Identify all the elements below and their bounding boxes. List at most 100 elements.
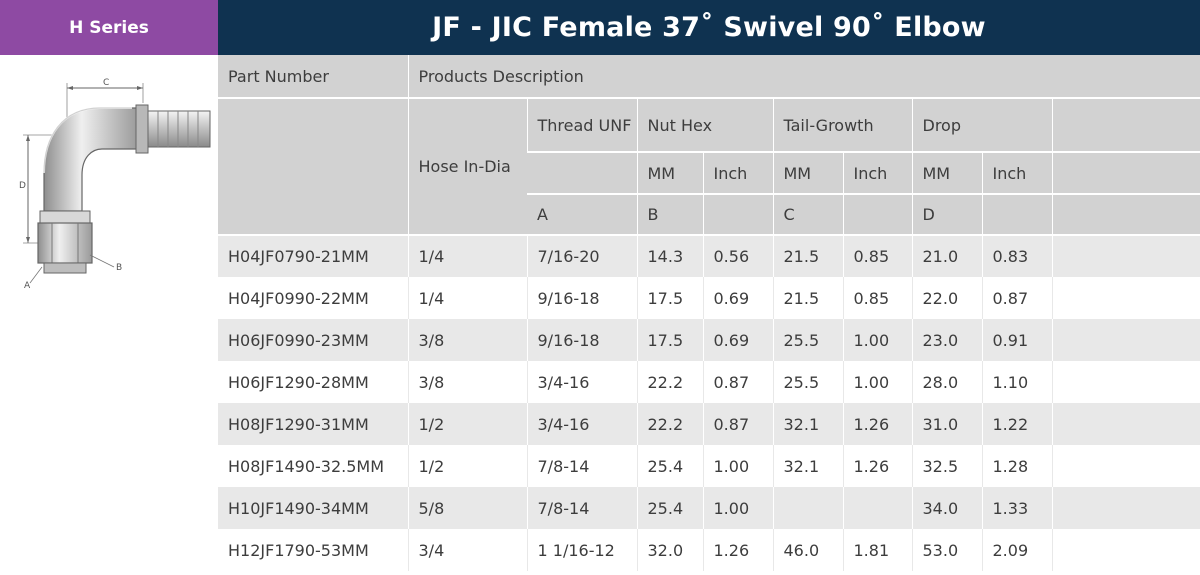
tail-growth-mm-cell: 21.5 — [772, 235, 843, 277]
dimension-b-header: B — [636, 194, 703, 236]
dim-b-label: B — [116, 263, 122, 273]
drop-mm-cell: 53.0 — [911, 529, 982, 571]
drop-mm-cell: 31.0 — [911, 403, 982, 445]
drop-inch-cell: 0.83 — [981, 235, 1052, 277]
row-spacer — [1051, 361, 1200, 403]
elbow-fitting-diagram: C D A B — [19, 78, 211, 291]
dimension-spacer — [702, 194, 773, 236]
tail-growth-mm-cell: 21.5 — [772, 277, 843, 319]
header-spacer — [1051, 98, 1200, 153]
row-spacer — [1051, 445, 1200, 487]
nut-hex-inch-cell: 0.56 — [702, 235, 773, 277]
fitting-drawing: C D A B — [0, 55, 218, 575]
tail-growth-mm-cell: 32.1 — [772, 445, 843, 487]
part-number-cell: H08JF1490-32.5MM — [218, 445, 408, 487]
drop-mm-header: MM — [911, 152, 982, 195]
drop-inch-cell: 0.91 — [981, 319, 1052, 361]
thread-cell: 1 1/16-12 — [526, 529, 637, 571]
tail-growth-inch-cell — [842, 487, 912, 529]
hose-cell: 1/4 — [407, 235, 527, 277]
nut-hex-inch-cell: 0.69 — [702, 319, 773, 361]
hose-cell: 5/8 — [407, 487, 527, 529]
thread-cell: 7/16-20 — [526, 235, 637, 277]
nut-hex-inch-cell: 1.26 — [702, 529, 773, 571]
nut-hex-inch-cell: 0.87 — [702, 403, 773, 445]
header-spacer — [1051, 194, 1200, 236]
drop-inch-cell: 1.22 — [981, 403, 1052, 445]
thread-unf-header: Thread UNF — [526, 98, 637, 153]
drop-inch-cell: 1.10 — [981, 361, 1052, 403]
page-title: JF - JIC Female 37˚ Swivel 90˚ Elbow — [432, 12, 986, 43]
nut-hex-header: Nut Hex — [636, 98, 773, 153]
series-tab: H Series — [0, 0, 218, 55]
tail-growth-mm-cell: 25.5 — [772, 319, 843, 361]
thread-cell: 9/16-18 — [526, 277, 637, 319]
drop-mm-cell: 23.0 — [911, 319, 982, 361]
series-label: H Series — [69, 17, 149, 38]
row-spacer — [1051, 529, 1200, 571]
part-number-cell: H08JF1290-31MM — [218, 403, 408, 445]
table-row: H06JF1290-28MM 3/8 3/4-16 22.2 0.87 25.5… — [218, 361, 1200, 403]
nut-hex-mm-cell: 17.5 — [636, 277, 703, 319]
dimension-spacer — [981, 194, 1052, 236]
title-bar: JF - JIC Female 37˚ Swivel 90˚ Elbow — [218, 0, 1200, 55]
dimension-a-header: A — [527, 194, 637, 236]
part-number-cell: H10JF1490-34MM — [218, 487, 408, 529]
swivel-nut — [37, 210, 93, 274]
thread-cell: 7/8-14 — [526, 487, 637, 529]
nut-hex-mm-header: MM — [636, 152, 703, 195]
dim-a-label: A — [24, 281, 31, 291]
row-spacer — [1051, 319, 1200, 361]
drop-inch-cell: 1.33 — [981, 487, 1052, 529]
tail-growth-inch-cell: 1.26 — [842, 445, 912, 487]
tail-growth-inch-cell: 0.85 — [842, 277, 912, 319]
part-number-header: Part Number — [218, 55, 408, 99]
drop-inch-cell: 0.87 — [981, 277, 1052, 319]
thread-cell: 9/16-18 — [526, 319, 637, 361]
nut-hex-inch-cell: 1.00 — [702, 445, 773, 487]
nut-hex-mm-cell: 14.3 — [636, 235, 703, 277]
nut-hex-mm-cell: 32.0 — [636, 529, 703, 571]
table-row: H04JF0990-22MM 1/4 9/16-18 17.5 0.69 21.… — [218, 277, 1200, 319]
tail-growth-mm-cell: 32.1 — [772, 403, 843, 445]
table-row: H08JF1490-32.5MM 1/2 7/8-14 25.4 1.00 32… — [218, 445, 1200, 487]
tail-growth-inch-cell: 1.00 — [842, 361, 912, 403]
nut-hex-mm-cell: 25.4 — [636, 445, 703, 487]
specification-table: Part Number Products Description Hose In… — [218, 55, 1200, 571]
part-number-cell: H04JF0990-22MM — [218, 277, 408, 319]
hose-cell: 3/8 — [407, 361, 527, 403]
row-spacer — [1051, 277, 1200, 319]
hose-in-dia-header: Hose In-Dia — [407, 98, 527, 236]
barbed-tail — [147, 110, 211, 148]
part-number-cell: H12JF1790-53MM — [218, 529, 408, 571]
tail-growth-inch-cell: 0.85 — [842, 235, 912, 277]
drop-mm-cell: 21.0 — [911, 235, 982, 277]
nut-hex-inch-header: Inch — [702, 152, 773, 195]
tail-growth-inch-cell: 1.26 — [842, 403, 912, 445]
drop-mm-cell: 22.0 — [911, 277, 982, 319]
part-number-cell: H06JF0990-23MM — [218, 319, 408, 361]
dimension-d-header: D — [911, 194, 982, 236]
dim-d-label: D — [19, 181, 26, 191]
tail-growth-header: Tail-Growth — [772, 98, 912, 153]
hose-cell: 1/2 — [407, 445, 527, 487]
header-spacer — [1051, 152, 1200, 195]
hose-cell: 3/4 — [407, 529, 527, 571]
elbow-body — [43, 107, 139, 212]
description-header: Products Description — [407, 55, 1200, 99]
tail-growth-mm-cell: 46.0 — [772, 529, 843, 571]
thread-unit-spacer — [527, 152, 637, 195]
thread-cell: 7/8-14 — [526, 445, 637, 487]
nut-hex-inch-cell: 0.87 — [702, 361, 773, 403]
table-row: H08JF1290-31MM 1/2 3/4-16 22.2 0.87 32.1… — [218, 403, 1200, 445]
drop-mm-cell: 28.0 — [911, 361, 982, 403]
drop-inch-cell: 2.09 — [981, 529, 1052, 571]
part-number-cell: H04JF0790-21MM — [218, 235, 408, 277]
drop-mm-cell: 32.5 — [911, 445, 982, 487]
drop-inch-header: Inch — [981, 152, 1052, 195]
part-number-cell: H06JF1290-28MM — [218, 361, 408, 403]
hose-cell: 1/2 — [407, 403, 527, 445]
tail-growth-mm-cell — [772, 487, 843, 529]
tail-growth-inch-cell: 1.00 — [842, 319, 912, 361]
row-spacer — [1051, 235, 1200, 277]
